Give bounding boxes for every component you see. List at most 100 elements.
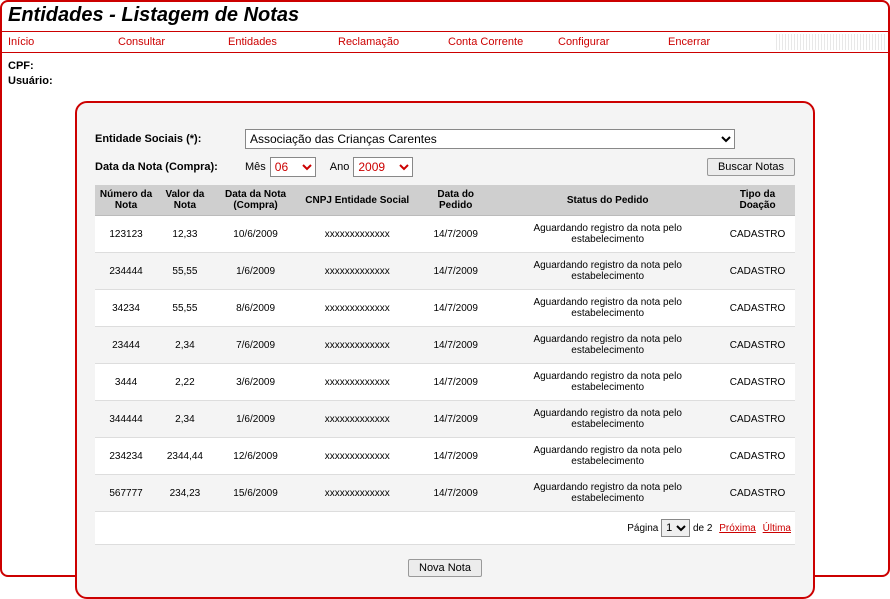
cell-tipo: CADASTRO (720, 438, 795, 475)
data-nota-label: Data da Nota (Compra): (95, 161, 245, 173)
cell-dnota: 1/6/2009 (213, 253, 299, 290)
menu-configurar[interactable]: Configurar (558, 36, 668, 48)
cell-status: Aguardando registro da nota pelo estabel… (495, 327, 720, 364)
cell-valor: 12,33 (157, 216, 213, 253)
cell-valor: 55,55 (157, 253, 213, 290)
th-dataped: Data do Pedido (416, 185, 495, 216)
cell-status: Aguardando registro da nota pelo estabel… (495, 216, 720, 253)
mes-select[interactable]: 06 (270, 157, 316, 177)
cell-dped: 14/7/2009 (416, 216, 495, 253)
cell-status: Aguardando registro da nota pelo estabel… (495, 290, 720, 327)
pager-row: Página 1 de 2 Próxima Última (95, 512, 795, 545)
th-numero: Número da Nota (95, 185, 157, 216)
cell-num: 23444 (95, 327, 157, 364)
cell-dped: 14/7/2009 (416, 290, 495, 327)
cell-cnpj: xxxxxxxxxxxxx (298, 216, 416, 253)
cell-dped: 14/7/2009 (416, 327, 495, 364)
menubar: Início Consultar Entidades Reclamação Co… (2, 31, 888, 53)
pager-proxima-link[interactable]: Próxima (719, 523, 756, 534)
cell-tipo: CADASTRO (720, 364, 795, 401)
cell-dped: 14/7/2009 (416, 364, 495, 401)
cell-status: Aguardando registro da nota pelo estabel… (495, 401, 720, 438)
cell-cnpj: xxxxxxxxxxxxx (298, 290, 416, 327)
pager-page-select[interactable]: 1 (661, 519, 690, 537)
ano-label: Ano (330, 161, 350, 173)
cell-num: 344444 (95, 401, 157, 438)
menu-encerrar[interactable]: Encerrar (668, 36, 778, 48)
nova-nota-button[interactable]: Nova Nota (408, 559, 482, 577)
cell-status: Aguardando registro da nota pelo estabel… (495, 364, 720, 401)
cell-dnota: 3/6/2009 (213, 364, 299, 401)
cell-dped: 14/7/2009 (416, 475, 495, 512)
entidade-label: Entidade Sociais (*): (95, 133, 245, 145)
menu-reclamacao[interactable]: Reclamação (338, 36, 448, 48)
table-row: 12312312,3310/6/2009xxxxxxxxxxxxx14/7/20… (95, 216, 795, 253)
table-row: 567777234,2315/6/2009xxxxxxxxxxxxx14/7/2… (95, 475, 795, 512)
cell-tipo: CADASTRO (720, 327, 795, 364)
th-valor: Valor da Nota (157, 185, 213, 216)
menu-inicio[interactable]: Início (8, 36, 118, 48)
cell-dped: 14/7/2009 (416, 253, 495, 290)
meta-block: CPF: Usuário: (2, 59, 888, 89)
th-status: Status do Pedido (495, 185, 720, 216)
cell-dnota: 10/6/2009 (213, 216, 299, 253)
entidade-select[interactable]: Associação das Crianças Carentes (245, 129, 735, 149)
cell-num: 34234 (95, 290, 157, 327)
cell-tipo: CADASTRO (720, 475, 795, 512)
cell-cnpj: xxxxxxxxxxxxx (298, 327, 416, 364)
usuario-label: Usuário: (8, 74, 888, 89)
cell-valor: 2,34 (157, 327, 213, 364)
cell-cnpj: xxxxxxxxxxxxx (298, 401, 416, 438)
cell-valor: 2344,44 (157, 438, 213, 475)
cell-status: Aguardando registro da nota pelo estabel… (495, 253, 720, 290)
pager-ultima-link[interactable]: Última (763, 523, 791, 534)
ano-select[interactable]: 2009 (353, 157, 413, 177)
cell-valor: 234,23 (157, 475, 213, 512)
cpf-label: CPF: (8, 59, 888, 74)
cell-num: 567777 (95, 475, 157, 512)
cell-dnota: 15/6/2009 (213, 475, 299, 512)
cell-dnota: 1/6/2009 (213, 401, 299, 438)
menubar-stripes (776, 34, 886, 50)
table-row: 2342342344,4412/6/2009xxxxxxxxxxxxx14/7/… (95, 438, 795, 475)
pager-pagina-label: Página (627, 523, 658, 534)
cell-dnota: 7/6/2009 (213, 327, 299, 364)
cell-dnota: 8/6/2009 (213, 290, 299, 327)
menu-entidades[interactable]: Entidades (228, 36, 338, 48)
panel: Entidade Sociais (*): Associação das Cri… (75, 101, 815, 599)
menu-consultar[interactable]: Consultar (118, 36, 228, 48)
th-datanota: Data da Nota (Compra) (213, 185, 299, 216)
cell-cnpj: xxxxxxxxxxxxx (298, 253, 416, 290)
cell-dped: 14/7/2009 (416, 438, 495, 475)
pager-of-label: de 2 (693, 523, 712, 534)
cell-cnpj: xxxxxxxxxxxxx (298, 438, 416, 475)
cell-num: 123123 (95, 216, 157, 253)
cell-status: Aguardando registro da nota pelo estabel… (495, 438, 720, 475)
cell-tipo: CADASTRO (720, 401, 795, 438)
table-row: 3423455,558/6/2009xxxxxxxxxxxxx14/7/2009… (95, 290, 795, 327)
table-row: 34442,223/6/2009xxxxxxxxxxxxx14/7/2009Ag… (95, 364, 795, 401)
cell-dped: 14/7/2009 (416, 401, 495, 438)
table-row: 23444455,551/6/2009xxxxxxxxxxxxx14/7/200… (95, 253, 795, 290)
cell-status: Aguardando registro da nota pelo estabel… (495, 475, 720, 512)
cell-tipo: CADASTRO (720, 216, 795, 253)
cell-valor: 2,34 (157, 401, 213, 438)
page-title: Entidades - Listagem de Notas (8, 4, 888, 27)
cell-num: 234234 (95, 438, 157, 475)
notas-table: Número da Nota Valor da Nota Data da Not… (95, 185, 795, 545)
table-row: 234442,347/6/2009xxxxxxxxxxxxx14/7/2009A… (95, 327, 795, 364)
cell-valor: 55,55 (157, 290, 213, 327)
buscar-notas-button[interactable]: Buscar Notas (707, 158, 795, 176)
table-row: 3444442,341/6/2009xxxxxxxxxxxxx14/7/2009… (95, 401, 795, 438)
th-tipo: Tipo da Doação (720, 185, 795, 216)
th-cnpj: CNPJ Entidade Social (298, 185, 416, 216)
cell-num: 234444 (95, 253, 157, 290)
mes-label: Mês (245, 161, 266, 173)
cell-tipo: CADASTRO (720, 253, 795, 290)
cell-num: 3444 (95, 364, 157, 401)
menu-conta-corrente[interactable]: Conta Corrente (448, 36, 558, 48)
cell-cnpj: xxxxxxxxxxxxx (298, 475, 416, 512)
cell-tipo: CADASTRO (720, 290, 795, 327)
cell-valor: 2,22 (157, 364, 213, 401)
table-header-row: Número da Nota Valor da Nota Data da Not… (95, 185, 795, 216)
